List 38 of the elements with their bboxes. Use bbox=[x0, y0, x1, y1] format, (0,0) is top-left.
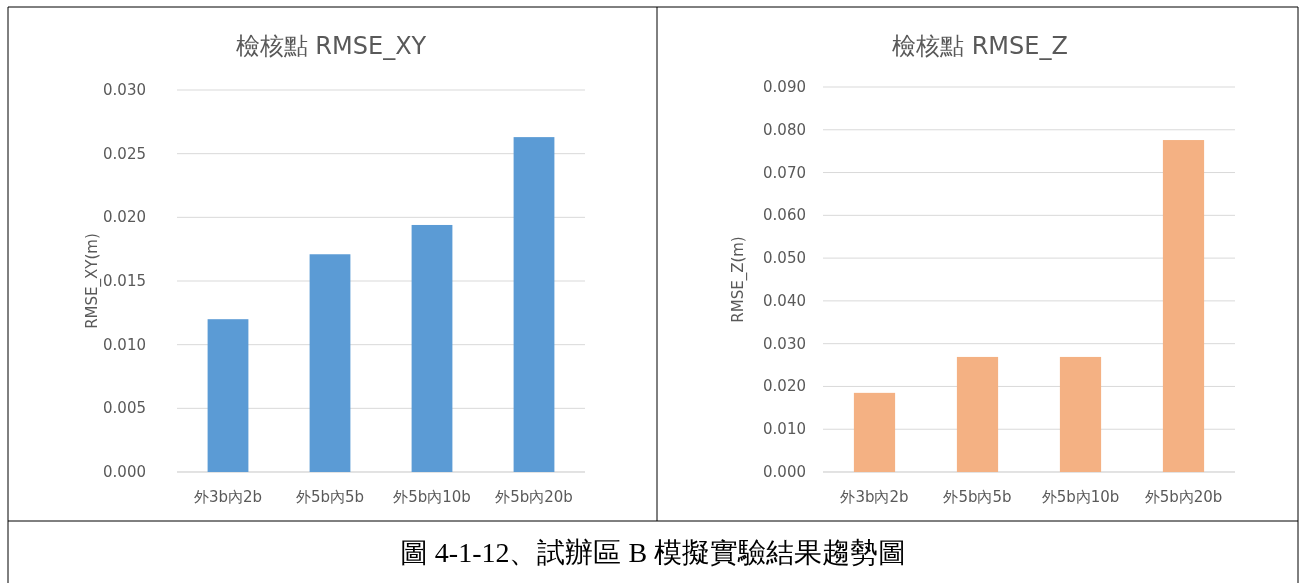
y-tick-label: 0.050 bbox=[763, 249, 806, 268]
x-tick-label: 外5b內20b bbox=[1144, 488, 1223, 506]
y-tick-label: 0.015 bbox=[103, 272, 146, 290]
bar bbox=[513, 137, 555, 472]
y-tick-label: 0.070 bbox=[763, 163, 806, 182]
y-tick-label: 0.030 bbox=[763, 334, 806, 353]
x-tick-label: 外5b內5b bbox=[943, 488, 1012, 506]
caption: 圖 4-1-12、試辦區 B 模擬實驗結果趨勢圖 bbox=[399, 537, 907, 568]
x-tick-label: 外5b內10b bbox=[1041, 488, 1120, 506]
y-tick-label: 0.000 bbox=[103, 463, 146, 481]
x-tick-label: 外3b內2b bbox=[193, 488, 263, 506]
x-tick-label: 外5b內20b bbox=[495, 488, 573, 506]
y-tick-label: 0.000 bbox=[763, 463, 806, 481]
bar bbox=[411, 224, 453, 472]
x-tick-label: 外5b內5b bbox=[295, 488, 365, 506]
bar bbox=[207, 319, 249, 472]
y-tick-label: 0.080 bbox=[763, 120, 806, 139]
bar bbox=[309, 254, 351, 472]
x-tick-label: 外5b內10b bbox=[393, 488, 471, 506]
y-tick-label: 0.040 bbox=[763, 291, 806, 310]
y-tick-label: 0.020 bbox=[103, 208, 146, 227]
y-tick-label: 0.005 bbox=[103, 399, 146, 418]
y-axis-title: RMSE_Z(m) bbox=[729, 236, 748, 323]
bar bbox=[956, 356, 999, 472]
y-tick-label: 0.025 bbox=[103, 144, 146, 163]
chart-title: 檢核點 RMSE_XY bbox=[235, 32, 427, 60]
y-tick-label: 0.010 bbox=[763, 420, 806, 439]
y-tick-label: 0.030 bbox=[103, 81, 146, 99]
bar bbox=[1059, 356, 1102, 472]
y-tick-label: 0.060 bbox=[763, 206, 806, 225]
y-tick-label: 0.010 bbox=[103, 335, 146, 354]
y-tick-label: 0.090 bbox=[763, 78, 806, 96]
bar bbox=[853, 392, 896, 472]
x-tick-label: 外3b內2b bbox=[840, 488, 909, 506]
y-tick-label: 0.020 bbox=[763, 377, 806, 396]
chart-title: 檢核點 RMSE_Z bbox=[892, 32, 1068, 60]
y-axis-title: RMSE_XY(m) bbox=[83, 233, 102, 329]
bar bbox=[1162, 140, 1205, 472]
